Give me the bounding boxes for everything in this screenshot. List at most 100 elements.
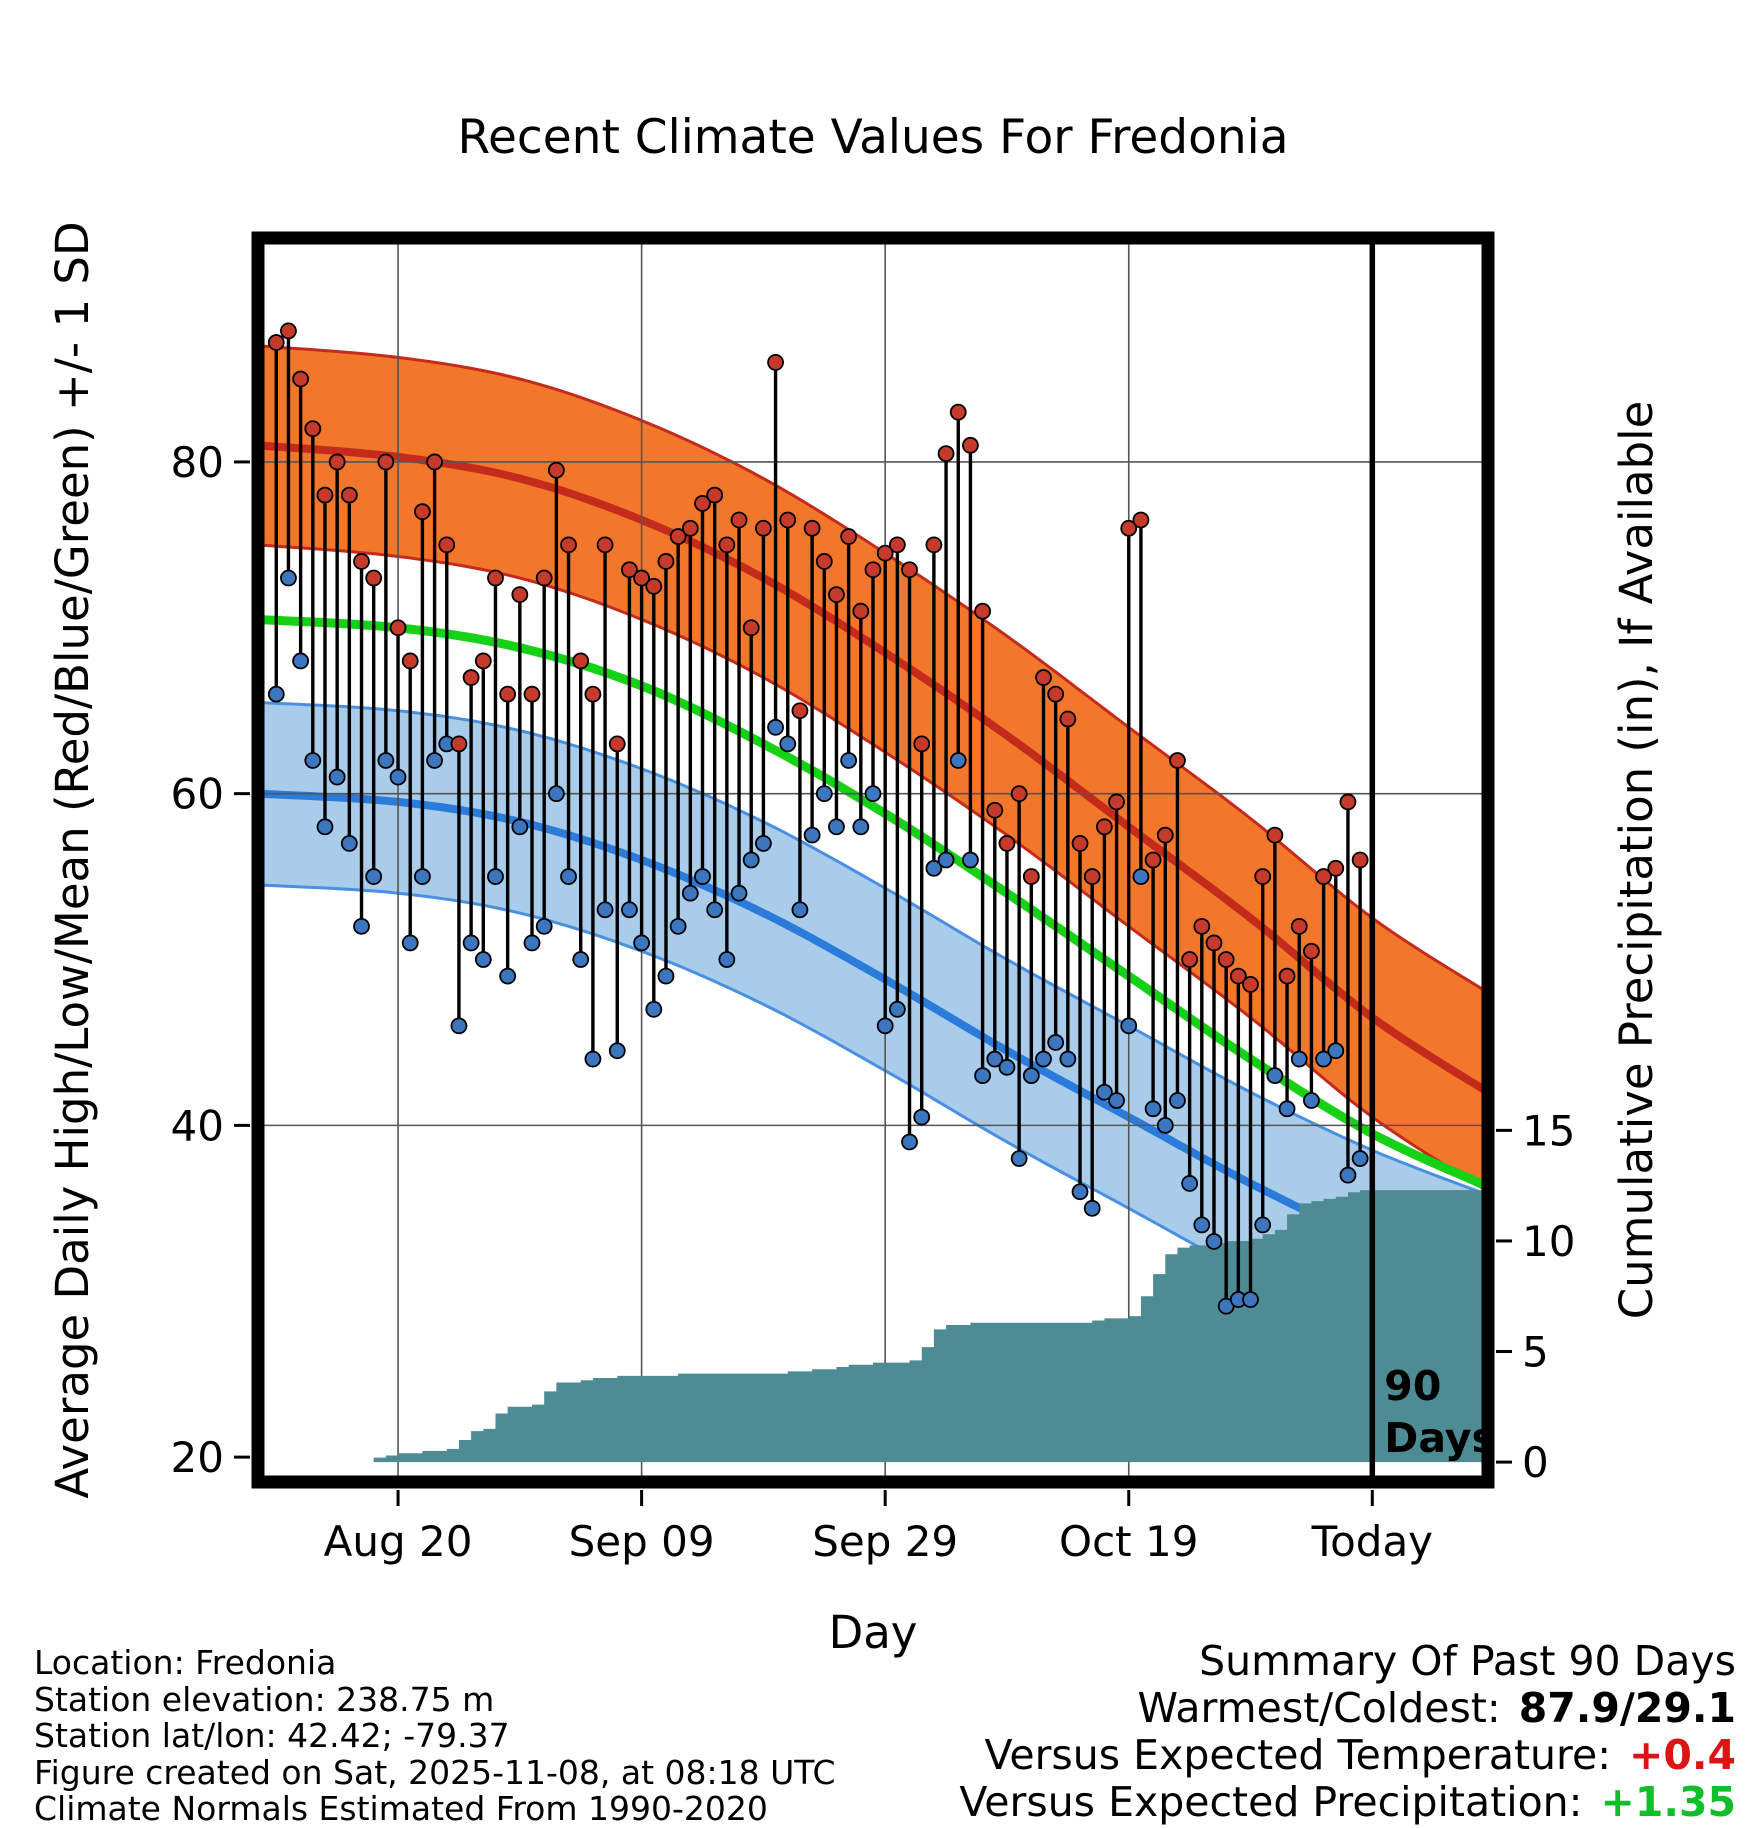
daily-high-dot bbox=[645, 577, 663, 595]
summary-panel: Summary Of Past 90 Days Warmest/Coldest:… bbox=[959, 1638, 1736, 1826]
daily-low-dot bbox=[742, 851, 760, 869]
daily-low-dot bbox=[779, 735, 797, 753]
daily-low-dot bbox=[986, 1050, 1004, 1068]
daily-high-dot bbox=[1278, 967, 1296, 985]
x-axis-title: Day bbox=[829, 1606, 918, 1659]
daily-low-dot bbox=[572, 951, 590, 968]
ninety-days-label-line1: 90 bbox=[1384, 1362, 1441, 1410]
daily-high-dot bbox=[572, 652, 590, 670]
daily-low-dot bbox=[974, 1067, 992, 1085]
daily-high-dot bbox=[1083, 868, 1101, 885]
daily-low-dot bbox=[267, 685, 285, 703]
footer-created: Figure created on Sat, 2025-11-08, at 08… bbox=[34, 1752, 836, 1792]
daily-high-dot bbox=[414, 503, 431, 521]
daily-low-dot bbox=[340, 835, 358, 852]
daily-high-dot bbox=[1327, 859, 1345, 877]
daily-low-dot bbox=[523, 934, 541, 952]
daily-low-dot bbox=[1303, 1092, 1320, 1109]
daily-high-dot bbox=[754, 519, 772, 537]
daily-high-dot bbox=[608, 735, 626, 753]
y-tick-label-temp: 20 bbox=[171, 1433, 224, 1482]
chart-title: Recent Climate Values For Fredonia bbox=[457, 110, 1289, 165]
daily-low-dot bbox=[681, 884, 699, 902]
daily-high-dot bbox=[876, 544, 894, 562]
daily-high-dot bbox=[913, 735, 931, 753]
x-tick-label: Today bbox=[1311, 1517, 1433, 1566]
daily-high-dot bbox=[365, 569, 383, 587]
daily-high-dot bbox=[621, 561, 638, 579]
y-axis-title-left: Average Daily High/Low/Mean (Red/Blue/Gr… bbox=[46, 221, 99, 1498]
daily-high-dot bbox=[1035, 669, 1052, 686]
daily-high-dot bbox=[694, 494, 711, 512]
daily-high-dot bbox=[328, 453, 346, 471]
daily-low-dot bbox=[1120, 1017, 1138, 1035]
daily-low-dot bbox=[803, 826, 821, 844]
daily-low-dot bbox=[901, 1133, 918, 1151]
daily-low-dot bbox=[1059, 1050, 1077, 1068]
daily-low-dot bbox=[791, 901, 809, 919]
daily-low-dot bbox=[1071, 1183, 1089, 1201]
daily-high-dot bbox=[767, 353, 784, 371]
daily-high-dot bbox=[450, 735, 468, 753]
daily-low-dot bbox=[1083, 1199, 1101, 1217]
daily-low-dot bbox=[706, 901, 724, 919]
footer-normals-note: Climate Normals Estimated From 1990-2020 bbox=[34, 1789, 768, 1828]
summary-warmest-value: 87.9/29.1 bbox=[1518, 1684, 1736, 1732]
daily-low-dot bbox=[1022, 1067, 1040, 1085]
daily-low-dot bbox=[389, 768, 407, 786]
daily-low-dot bbox=[1266, 1067, 1284, 1085]
summary-warmest-label: Warmest/Coldest: bbox=[1137, 1684, 1501, 1732]
daily-high-dot bbox=[1242, 976, 1259, 993]
daily-high-dot bbox=[1303, 942, 1320, 960]
daily-low-dot bbox=[925, 859, 943, 877]
high-band bbox=[258, 345, 1488, 1192]
daily-low-dot bbox=[1278, 1100, 1296, 1118]
daily-high-dot bbox=[560, 536, 577, 554]
y-axis-title-right: Cumulative Precipitation (in), If Availa… bbox=[1610, 401, 1663, 1320]
daily-low-dot bbox=[767, 718, 784, 736]
summary-temp-label: Versus Expected Temperature: bbox=[984, 1731, 1612, 1779]
daily-low-dot bbox=[998, 1058, 1016, 1076]
daily-low-dot bbox=[292, 652, 310, 670]
daily-high-dot bbox=[280, 322, 297, 340]
daily-high-dot bbox=[1095, 818, 1113, 836]
summary-heading: Summary Of Past 90 Days bbox=[1199, 1637, 1736, 1685]
daily-low-dot bbox=[657, 967, 675, 985]
daily-high-dot bbox=[901, 561, 918, 579]
daily-low-dot bbox=[828, 818, 845, 836]
daily-high-dot bbox=[1156, 826, 1174, 844]
daily-low-dot bbox=[718, 951, 736, 968]
daily-high-dot bbox=[1351, 851, 1369, 869]
daily-low-dot bbox=[1132, 868, 1150, 885]
y-tick-label-precip: 0 bbox=[1522, 1438, 1549, 1487]
daily-low-dot bbox=[1095, 1083, 1113, 1101]
daily-high-dot bbox=[499, 685, 517, 703]
daily-high-dot bbox=[596, 536, 614, 554]
x-tick-label: Sep 29 bbox=[812, 1517, 958, 1566]
daily-low-dot bbox=[949, 752, 967, 769]
daily-high-dot bbox=[462, 669, 480, 686]
daily-high-dot bbox=[340, 486, 358, 504]
daily-high-dot bbox=[1254, 868, 1272, 885]
footer-location: Location: Fredonia bbox=[34, 1643, 337, 1682]
daily-low-dot bbox=[1144, 1100, 1162, 1118]
daily-high-dot bbox=[1181, 951, 1199, 968]
daily-low-dot bbox=[1327, 1042, 1345, 1060]
y-tick-label-temp: 40 bbox=[171, 1101, 224, 1150]
daily-low-dot bbox=[462, 934, 480, 952]
ninety-days-label-line2: Days bbox=[1384, 1414, 1496, 1462]
daily-low-dot bbox=[730, 884, 748, 902]
daily-low-dot bbox=[1315, 1050, 1332, 1068]
daily-low-dot bbox=[450, 1017, 468, 1035]
summary-warmest-row: Warmest/Coldest: 87.9/29.1 bbox=[959, 1684, 1737, 1732]
daily-low-dot bbox=[1010, 1150, 1028, 1167]
daily-high-dot bbox=[511, 586, 529, 604]
daily-high-dot bbox=[998, 835, 1016, 852]
daily-low-dot bbox=[535, 917, 553, 935]
daily-high-dot bbox=[1071, 835, 1089, 852]
daily-high-dot bbox=[718, 536, 736, 554]
daily-high-dot bbox=[937, 445, 955, 463]
y-tick-label-temp: 60 bbox=[171, 770, 224, 819]
daily-high-dot bbox=[547, 461, 565, 479]
